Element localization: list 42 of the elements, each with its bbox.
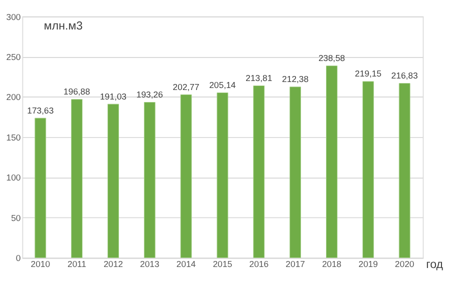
y-tick-label: 0: [16, 253, 21, 264]
data-label: 216,83: [391, 70, 418, 81]
x-tick-label: 2010: [30, 258, 50, 269]
bar: [71, 99, 83, 258]
bar: [362, 81, 374, 258]
data-label: 205,14: [209, 80, 236, 90]
data-label: 193,26: [136, 89, 164, 100]
bar: [108, 104, 119, 258]
bar: [180, 94, 192, 258]
y-tick-label: 50: [11, 212, 21, 223]
x-tick-label: 2013: [140, 258, 160, 269]
y-tick-label: 100: [6, 172, 21, 183]
y-tick-label: 150: [6, 132, 21, 142]
x-tick-label: 2019: [358, 258, 378, 269]
bar: [326, 66, 338, 258]
y-tick-label: 300: [6, 12, 21, 22]
x-tick-label: 2017: [286, 258, 306, 269]
data-label: 238,58: [318, 53, 346, 64]
bar: [144, 102, 156, 258]
data-label: 212,38: [282, 74, 309, 84]
bar: [398, 83, 410, 258]
x-tick-label: 2018: [322, 258, 342, 269]
x-tick-label: 2014: [176, 258, 196, 269]
y-tick-label: 250: [6, 52, 21, 62]
bar: [253, 86, 265, 258]
data-label: 173,63: [27, 105, 54, 116]
bar: [290, 86, 302, 258]
y-axis-title: млн.м3: [44, 20, 83, 32]
x-tick-label: 2015: [212, 258, 232, 269]
data-label: 213,81: [246, 72, 272, 83]
x-tick-label: 2011: [67, 258, 86, 269]
x-axis-title: год: [426, 258, 444, 271]
x-tick-label: 2020: [394, 258, 414, 269]
x-tick-label: 2012: [104, 258, 124, 269]
y-tick-label: 200: [6, 92, 21, 102]
bar: [216, 92, 228, 258]
data-label: 191,03: [100, 91, 127, 102]
x-tick-label: 2016: [249, 258, 269, 269]
data-label: 202,77: [172, 82, 200, 92]
data-label: 219,15: [354, 68, 382, 79]
data-label: 196,88: [64, 86, 90, 97]
bar: [34, 118, 46, 258]
